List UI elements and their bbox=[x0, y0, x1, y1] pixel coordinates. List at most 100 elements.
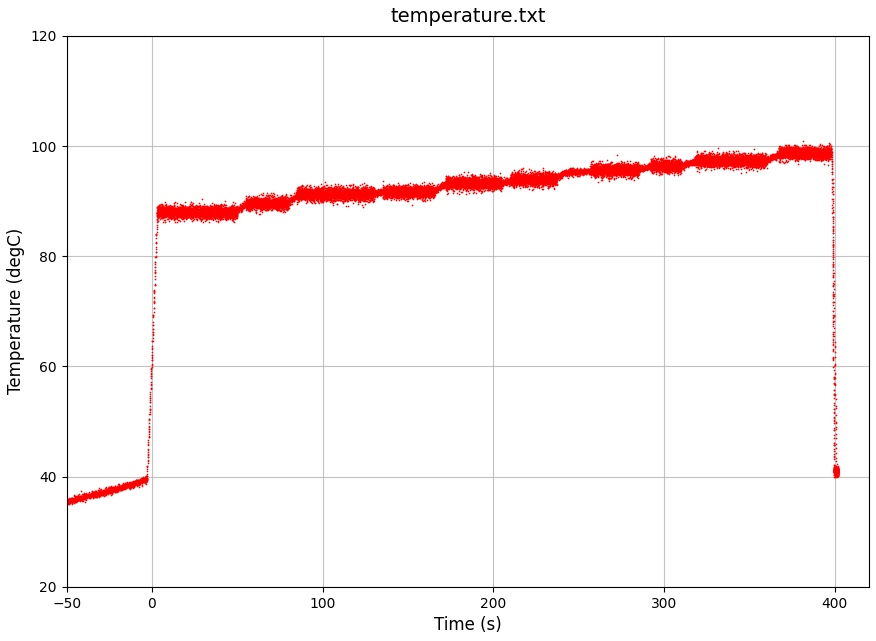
Point bbox=[667, 160, 681, 170]
Point bbox=[618, 169, 632, 179]
Point bbox=[87, 487, 101, 497]
Point bbox=[277, 204, 291, 214]
Point bbox=[394, 187, 408, 197]
Point bbox=[359, 191, 373, 201]
Point bbox=[753, 154, 767, 165]
Point bbox=[630, 167, 644, 177]
Point bbox=[354, 190, 368, 200]
Point bbox=[457, 176, 471, 187]
Point bbox=[829, 463, 843, 474]
Point bbox=[178, 205, 192, 215]
Point bbox=[401, 186, 415, 196]
Point bbox=[472, 176, 486, 187]
Point bbox=[211, 207, 225, 217]
Point bbox=[589, 167, 603, 178]
Point bbox=[622, 162, 636, 172]
Point bbox=[579, 169, 593, 179]
Point bbox=[754, 161, 768, 171]
Point bbox=[718, 155, 732, 165]
Point bbox=[700, 153, 714, 163]
Point bbox=[732, 149, 746, 160]
Point bbox=[483, 179, 497, 189]
Point bbox=[350, 187, 364, 197]
Point bbox=[526, 176, 540, 186]
Point bbox=[776, 144, 790, 154]
Point bbox=[393, 185, 407, 195]
Point bbox=[143, 393, 157, 403]
Point bbox=[282, 197, 296, 207]
Point bbox=[409, 183, 423, 194]
Point bbox=[464, 176, 478, 187]
Point bbox=[158, 210, 172, 220]
Point bbox=[607, 174, 621, 185]
Point bbox=[471, 179, 485, 190]
Point bbox=[826, 226, 840, 236]
Point bbox=[658, 160, 672, 171]
X-axis label: Time (s): Time (s) bbox=[434, 616, 502, 634]
Point bbox=[253, 198, 267, 208]
Point bbox=[403, 191, 417, 201]
Point bbox=[621, 173, 635, 183]
Point bbox=[470, 178, 484, 188]
Point bbox=[590, 167, 604, 177]
Point bbox=[336, 185, 350, 195]
Point bbox=[509, 179, 523, 189]
Point bbox=[739, 154, 753, 164]
Point bbox=[614, 166, 628, 176]
Point bbox=[617, 172, 631, 182]
Point bbox=[644, 157, 658, 167]
Point bbox=[452, 182, 466, 192]
Point bbox=[427, 184, 442, 194]
Point bbox=[745, 160, 759, 171]
Point bbox=[615, 169, 629, 179]
Point bbox=[343, 188, 357, 199]
Point bbox=[159, 206, 173, 216]
Point bbox=[827, 467, 841, 477]
Point bbox=[88, 492, 102, 502]
Point bbox=[261, 196, 275, 206]
Point bbox=[583, 166, 597, 176]
Point bbox=[173, 205, 187, 215]
Point bbox=[668, 160, 682, 170]
Point bbox=[413, 192, 427, 202]
Point bbox=[631, 163, 645, 174]
Point bbox=[281, 197, 295, 208]
Point bbox=[749, 151, 763, 161]
Point bbox=[614, 163, 628, 173]
Point bbox=[578, 167, 592, 178]
Point bbox=[190, 201, 204, 212]
Point bbox=[262, 200, 276, 210]
Point bbox=[693, 156, 707, 166]
Point bbox=[224, 210, 238, 220]
Point bbox=[310, 184, 324, 194]
Point bbox=[749, 156, 763, 167]
Point bbox=[691, 156, 705, 167]
Point bbox=[89, 491, 103, 501]
Point bbox=[304, 190, 318, 200]
Point bbox=[297, 192, 311, 203]
Point bbox=[759, 160, 773, 170]
Point bbox=[98, 487, 112, 497]
Point bbox=[505, 172, 519, 182]
Point bbox=[527, 179, 541, 189]
Point bbox=[157, 208, 171, 218]
Point bbox=[730, 156, 744, 167]
Point bbox=[525, 176, 539, 187]
Point bbox=[483, 179, 497, 189]
Point bbox=[337, 191, 351, 201]
Point bbox=[674, 162, 688, 172]
Point bbox=[266, 195, 280, 205]
Point bbox=[733, 155, 747, 165]
Point bbox=[139, 473, 153, 483]
Point bbox=[764, 154, 778, 165]
Point bbox=[529, 171, 543, 181]
Point bbox=[745, 157, 759, 167]
Point bbox=[505, 174, 519, 184]
Point bbox=[752, 155, 766, 165]
Point bbox=[194, 203, 208, 213]
Point bbox=[467, 178, 481, 188]
Point bbox=[346, 192, 360, 202]
Point bbox=[619, 170, 633, 180]
Point bbox=[697, 156, 711, 167]
Point bbox=[514, 175, 528, 185]
